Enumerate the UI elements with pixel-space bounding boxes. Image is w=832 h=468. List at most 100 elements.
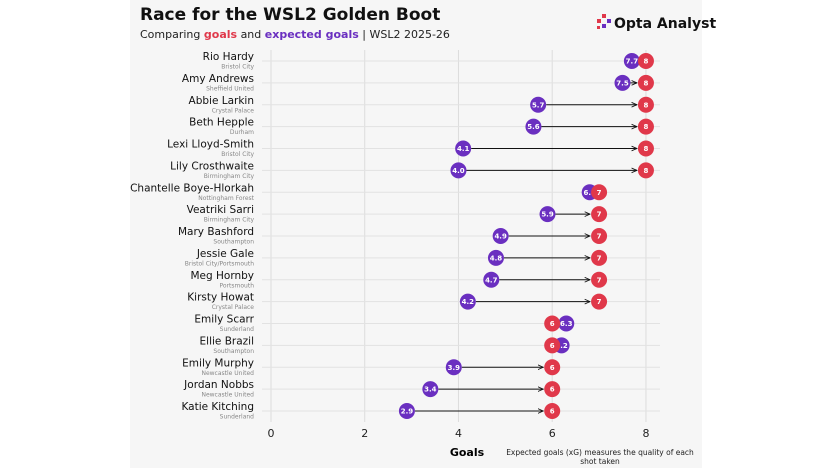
goals-label: 7 bbox=[597, 211, 602, 219]
goals-label: 6 bbox=[550, 342, 555, 350]
goals-dot bbox=[591, 228, 608, 244]
goals-label: 8 bbox=[644, 123, 649, 131]
player-name: Lexi Lloyd-Smith bbox=[167, 139, 254, 151]
club-name: Crystal Palace bbox=[212, 304, 255, 311]
club-name: Durham bbox=[230, 129, 254, 136]
club-name: Portsmouth bbox=[220, 282, 255, 289]
xg-label: 5.6 bbox=[527, 123, 540, 131]
club-name: Birmingham City bbox=[204, 217, 255, 224]
goals-label: 7 bbox=[597, 298, 602, 306]
goals-dot bbox=[544, 381, 561, 398]
goals-dot bbox=[544, 403, 561, 419]
goals-label: 7 bbox=[597, 189, 602, 197]
xg-label: 3.4 bbox=[424, 386, 437, 394]
club-name: Sunderland bbox=[220, 414, 255, 421]
player-name: Emily Scarr bbox=[194, 314, 254, 326]
xg-label: 7.5 bbox=[616, 79, 629, 87]
xg-dot bbox=[530, 96, 547, 113]
xg-dot bbox=[422, 381, 439, 398]
xg-label: 6.8 bbox=[583, 189, 596, 197]
goals-dot bbox=[544, 337, 561, 354]
player-name: Jordan Nobbs bbox=[183, 379, 254, 391]
goals-label: 8 bbox=[644, 58, 649, 66]
xg-label: 4.2 bbox=[462, 298, 475, 306]
goals-label: 7 bbox=[597, 233, 602, 241]
goals-label: 7 bbox=[597, 254, 602, 262]
club-name: Southampton bbox=[213, 348, 254, 355]
player-name: Mary Bashford bbox=[178, 226, 254, 238]
club-name: Bristol City/Portsmouth bbox=[185, 260, 254, 267]
chart-title: Race for the WSL2 Golden Boot bbox=[140, 5, 441, 25]
xg-dot bbox=[539, 206, 556, 223]
goals-dot bbox=[637, 118, 654, 135]
xg-label: 4.1 bbox=[457, 145, 470, 153]
xg-dot bbox=[450, 162, 467, 179]
xg-dot bbox=[487, 249, 504, 266]
goals-dot bbox=[544, 315, 561, 332]
x-axis-label: Goals bbox=[450, 446, 485, 459]
club-name: Newcastle United bbox=[201, 392, 254, 399]
goals-dot bbox=[637, 96, 654, 113]
xg-dot bbox=[459, 293, 476, 310]
x-tick-label: 2 bbox=[361, 427, 368, 440]
club-name: Sunderland bbox=[220, 326, 255, 333]
goals-dot bbox=[591, 293, 608, 310]
player-name: Ellie Brazil bbox=[200, 335, 254, 347]
player-name: Meg Hornby bbox=[190, 270, 254, 282]
player-name: Abbie Larkin bbox=[189, 95, 254, 107]
legend-xg: expected goals bbox=[264, 28, 359, 41]
xg-label: 4.8 bbox=[490, 254, 503, 262]
player-name: Katie Kitching bbox=[181, 401, 254, 413]
xg-label: 6.3 bbox=[560, 320, 573, 328]
club-name: Sheffield United bbox=[206, 85, 254, 92]
goals-label: 8 bbox=[644, 101, 649, 109]
goals-label: 6 bbox=[550, 320, 555, 328]
player-name: Jessie Gale bbox=[196, 248, 254, 260]
goals-label: 8 bbox=[644, 145, 649, 153]
goals-dot bbox=[544, 359, 561, 376]
player-name: Amy Andrews bbox=[182, 73, 254, 85]
goals-label: 6 bbox=[550, 364, 555, 372]
xg-label: 4.9 bbox=[494, 233, 507, 241]
brand-icon bbox=[597, 14, 611, 29]
xg-label: 5.9 bbox=[541, 211, 554, 219]
x-tick-label: 4 bbox=[455, 427, 462, 440]
xg-label: 5.7 bbox=[532, 101, 545, 109]
club-name: Bristol City bbox=[221, 151, 254, 158]
xg-label: 4.0 bbox=[452, 167, 465, 175]
player-name: Lily Crosthwaite bbox=[170, 160, 254, 172]
xg-label: 2.9 bbox=[401, 408, 414, 416]
goals-dot bbox=[637, 53, 654, 69]
goals-dot bbox=[637, 140, 654, 157]
brand: Opta Analyst bbox=[614, 16, 717, 32]
club-name: Birmingham City bbox=[204, 173, 255, 180]
xg-dot bbox=[525, 118, 542, 135]
goals-dot bbox=[591, 271, 608, 288]
legend-goals: goals bbox=[203, 28, 238, 41]
xg-dot bbox=[445, 359, 462, 376]
subtitle-text: and bbox=[240, 28, 262, 41]
player-name: Kirsty Howat bbox=[187, 292, 254, 304]
player-name: Beth Hepple bbox=[189, 117, 254, 129]
goals-dot bbox=[591, 249, 608, 266]
xg-label: 4.7 bbox=[485, 276, 498, 284]
goals-dot bbox=[637, 162, 654, 179]
club-name: Nottingham Forest bbox=[198, 195, 254, 202]
goals-dot bbox=[591, 206, 608, 223]
club-name: Southampton bbox=[213, 239, 254, 246]
xg-label: 3.9 bbox=[448, 364, 461, 372]
xg-dot bbox=[483, 271, 500, 288]
goals-dot bbox=[591, 184, 608, 201]
player-name: Rio Hardy bbox=[203, 51, 254, 63]
xg-dot bbox=[558, 315, 575, 332]
xg-dot bbox=[398, 403, 415, 419]
club-name: Newcastle United bbox=[201, 370, 254, 377]
x-tick-label: 6 bbox=[549, 427, 556, 440]
x-tick-label: 0 bbox=[268, 427, 275, 440]
xg-dot bbox=[623, 53, 640, 69]
x-tick-label: 8 bbox=[642, 427, 649, 440]
goals-label: 8 bbox=[644, 167, 649, 175]
xg-dot bbox=[492, 228, 509, 244]
goals-dot bbox=[637, 74, 654, 91]
